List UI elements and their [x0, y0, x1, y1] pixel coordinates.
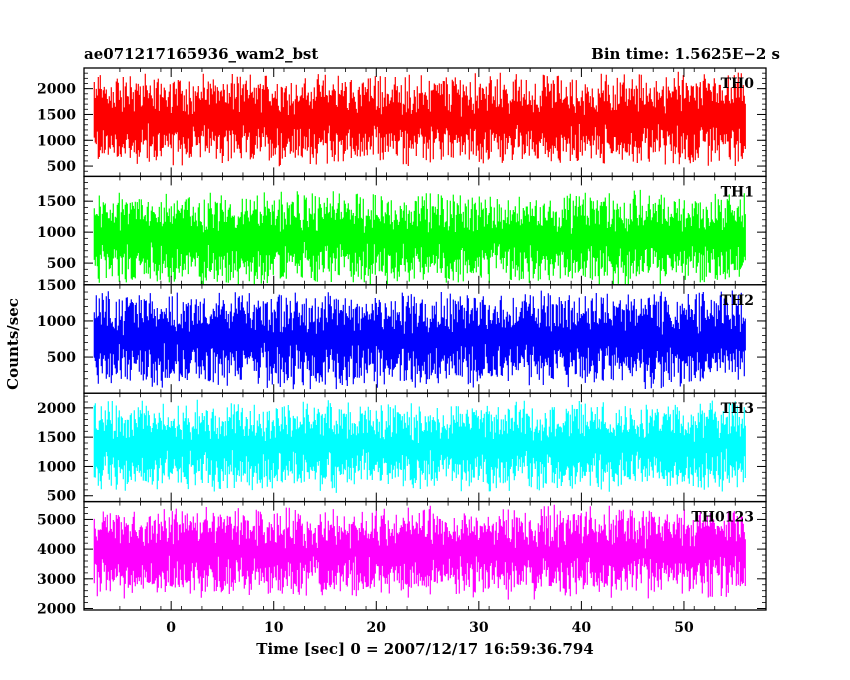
- panel-frame-th0123: [83, 500, 767, 611]
- x-tick-label: 50: [674, 620, 694, 636]
- series-trace-th3: [93, 399, 746, 493]
- y-tick-label: 1000: [37, 133, 76, 149]
- x-tick-label: 0: [166, 620, 176, 636]
- y-tick-label: 5000: [37, 512, 76, 528]
- y-tick-label: 2000: [37, 82, 76, 98]
- y-tick-label: 500: [47, 159, 76, 175]
- y-tick-label: 1000: [37, 314, 76, 330]
- series-trace-th1: [93, 189, 746, 285]
- panel-label-th0: TH0: [721, 76, 755, 92]
- chart-title-right: Bin time: 1.5625E−2 s: [591, 45, 780, 63]
- y-tick-label: 1500: [37, 107, 76, 123]
- panel-label-th1: TH1: [721, 184, 754, 200]
- panel-label-th0123: TH0123: [691, 510, 754, 526]
- chart-title-left: ae071217165936_wam2_bst: [84, 45, 318, 63]
- x-tick-label: 40: [572, 620, 592, 636]
- y-tick-label: 2000: [37, 401, 76, 417]
- x-axis-label: Time [sec] 0 = 2007/12/17 16:59:36.794: [256, 640, 593, 658]
- x-tick-label: 10: [264, 620, 284, 636]
- y-tick-label: 500: [47, 489, 76, 505]
- x-tick-label: 30: [469, 620, 489, 636]
- y-tick-label: 1500: [37, 278, 76, 294]
- y-tick-label: 1000: [37, 225, 76, 241]
- panel-label-th3: TH3: [721, 401, 754, 417]
- series-trace-th2: [93, 290, 746, 390]
- y-tick-label: 1500: [37, 194, 76, 210]
- y-tick-label: 1500: [37, 430, 76, 446]
- series-trace-th0: [93, 71, 746, 167]
- y-tick-label: 4000: [37, 542, 76, 558]
- series-trace-th0123: [93, 504, 746, 600]
- y-tick-label: 1000: [37, 459, 76, 475]
- y-tick-label: 3000: [37, 572, 76, 588]
- x-tick-label: 20: [367, 620, 387, 636]
- y-tick-label: 2000: [37, 602, 76, 618]
- y-tick-label: 500: [47, 256, 76, 272]
- y-tick-label: 500: [47, 350, 76, 366]
- y-axis-label: Counts/sec: [4, 298, 22, 390]
- panel-label-th2: TH2: [721, 293, 754, 309]
